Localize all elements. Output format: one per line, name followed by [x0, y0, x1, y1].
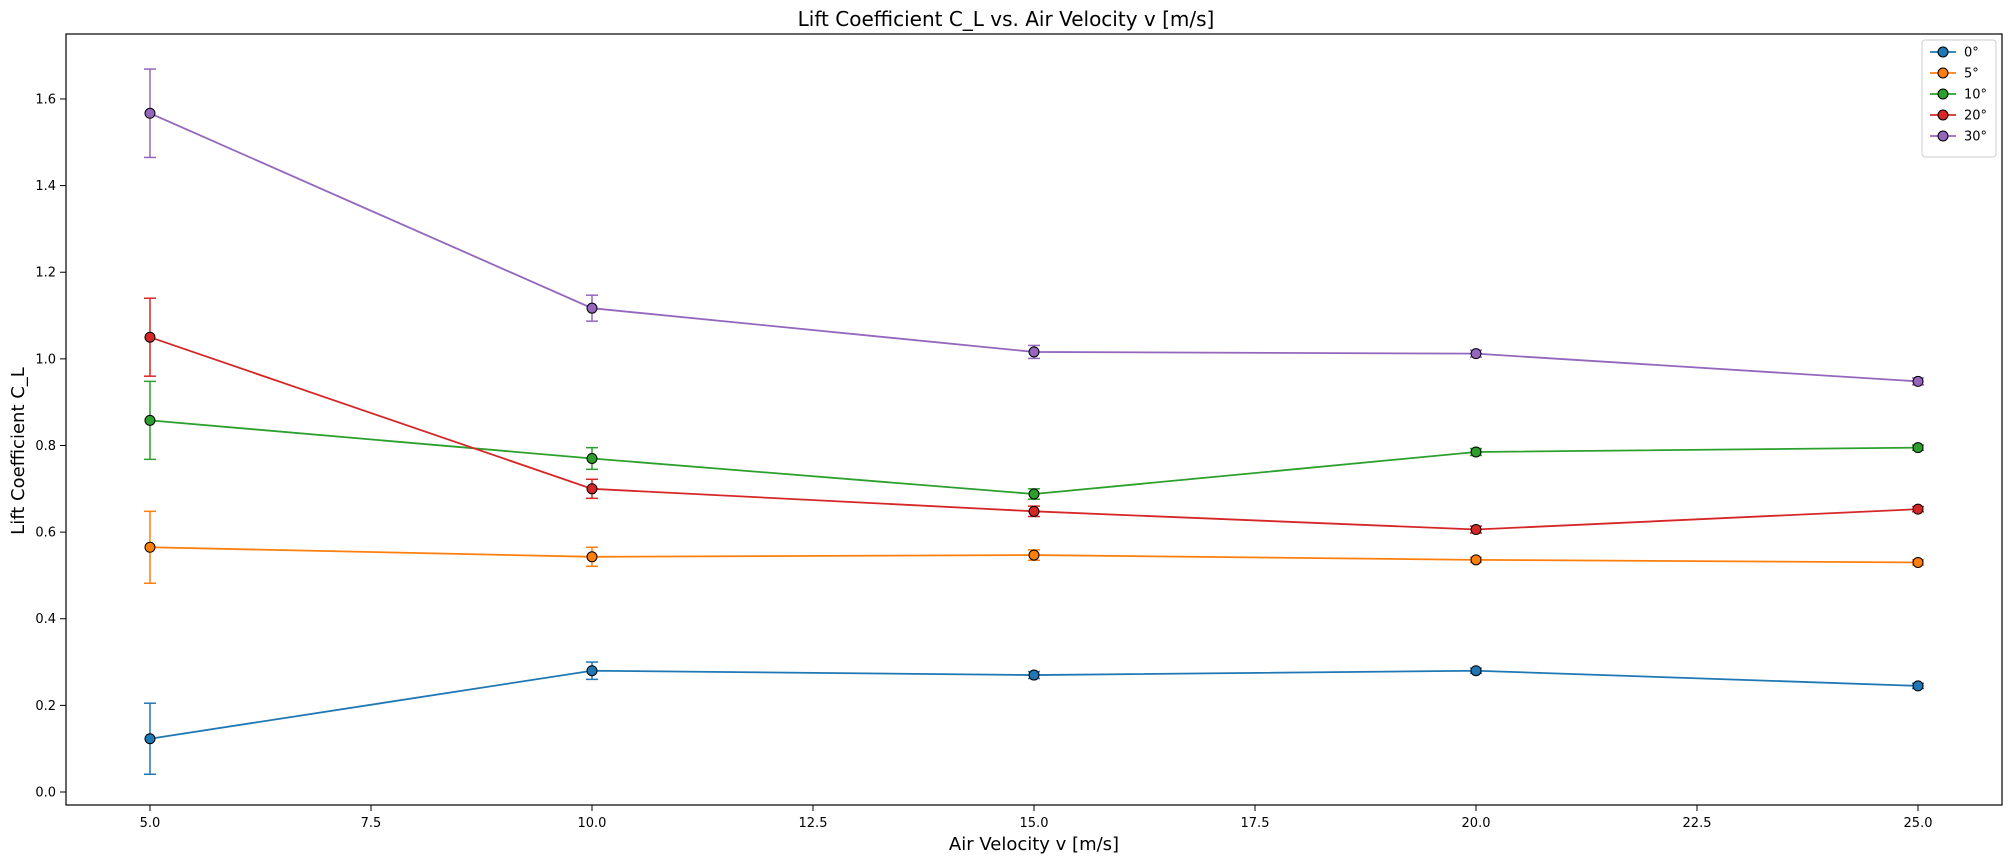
data-point [1470, 446, 1482, 458]
x-tick-label: 10.0 [578, 816, 607, 831]
data-point [1028, 505, 1040, 517]
chart-title: Lift Coefficient C_L vs. Air Velocity v … [798, 7, 1215, 31]
data-point [1470, 554, 1482, 566]
series-1 [143, 510, 1925, 584]
y-tick-label: 1.4 [35, 179, 56, 194]
x-tick-label: 22.5 [1683, 816, 1712, 831]
legend-label: 0° [1964, 46, 1979, 61]
data-point [1912, 375, 1924, 387]
data-point [1028, 669, 1040, 681]
y-tick-label: 0.6 [35, 526, 56, 541]
x-tick-label: 17.5 [1241, 816, 1270, 831]
data-point [144, 541, 156, 553]
legend-label: 30° [1964, 130, 1987, 145]
y-tick-label: 1.0 [35, 352, 56, 367]
data-point [586, 302, 598, 314]
y-tick-label: 0.8 [35, 439, 56, 454]
x-axis-label: Air Velocity v [m/s] [949, 834, 1119, 855]
series-2 [143, 380, 1925, 500]
data-point [1912, 556, 1924, 568]
legend-swatch-marker [1937, 88, 1949, 100]
y-tick-label: 0.0 [35, 786, 56, 801]
legend: 0° 5° 10° 20° 30° [1921, 39, 1997, 158]
data-point [1028, 549, 1040, 561]
legend-swatch-marker [1937, 130, 1949, 142]
data-point [144, 107, 156, 119]
data-point [586, 551, 598, 563]
y-tick-label: 0.2 [35, 699, 56, 714]
data-point [1470, 665, 1482, 677]
data-point [586, 483, 598, 495]
series-3 [143, 297, 1925, 536]
series-4 [143, 68, 1925, 387]
data-point [1028, 488, 1040, 500]
y-axis-label: Lift Coefficient C_L [8, 367, 29, 535]
x-tick-label: 25.0 [1904, 816, 1933, 831]
legend-label: 10° [1964, 88, 1987, 103]
axis-ticks: 5.0 7.5 10.0 12.5 15.0 17.5 20.0 22.5 25.0 0.0 0.2… [35, 92, 1932, 831]
y-tick-label: 0.4 [35, 612, 56, 627]
data-point [144, 733, 156, 745]
legend-swatch-marker [1937, 46, 1949, 58]
data-point [144, 331, 156, 343]
x-tick-label: 7.5 [361, 816, 382, 831]
y-tick-label: 1.6 [35, 92, 56, 107]
data-point [1912, 503, 1924, 515]
series-0 [143, 661, 1925, 775]
y-tick-label: 1.2 [35, 266, 56, 281]
x-tick-label: 20.0 [1462, 816, 1491, 831]
data-point [1470, 524, 1482, 536]
data-point [1470, 348, 1482, 360]
data-point [1028, 346, 1040, 358]
x-tick-label: 12.5 [799, 816, 828, 831]
data-point [586, 452, 598, 464]
x-tick-label: 15.0 [1020, 816, 1049, 831]
plot-frame [65, 33, 2003, 806]
data-point [586, 665, 598, 677]
data-point [1912, 442, 1924, 454]
legend-label: 5° [1964, 67, 1979, 82]
legend-swatch-marker [1937, 67, 1949, 79]
data-point [1912, 680, 1924, 692]
data-point [144, 414, 156, 426]
legend-swatch-marker [1937, 109, 1949, 121]
series-layer [143, 68, 1925, 775]
x-tick-label: 5.0 [140, 816, 161, 831]
legend-label: 20° [1964, 109, 1987, 124]
